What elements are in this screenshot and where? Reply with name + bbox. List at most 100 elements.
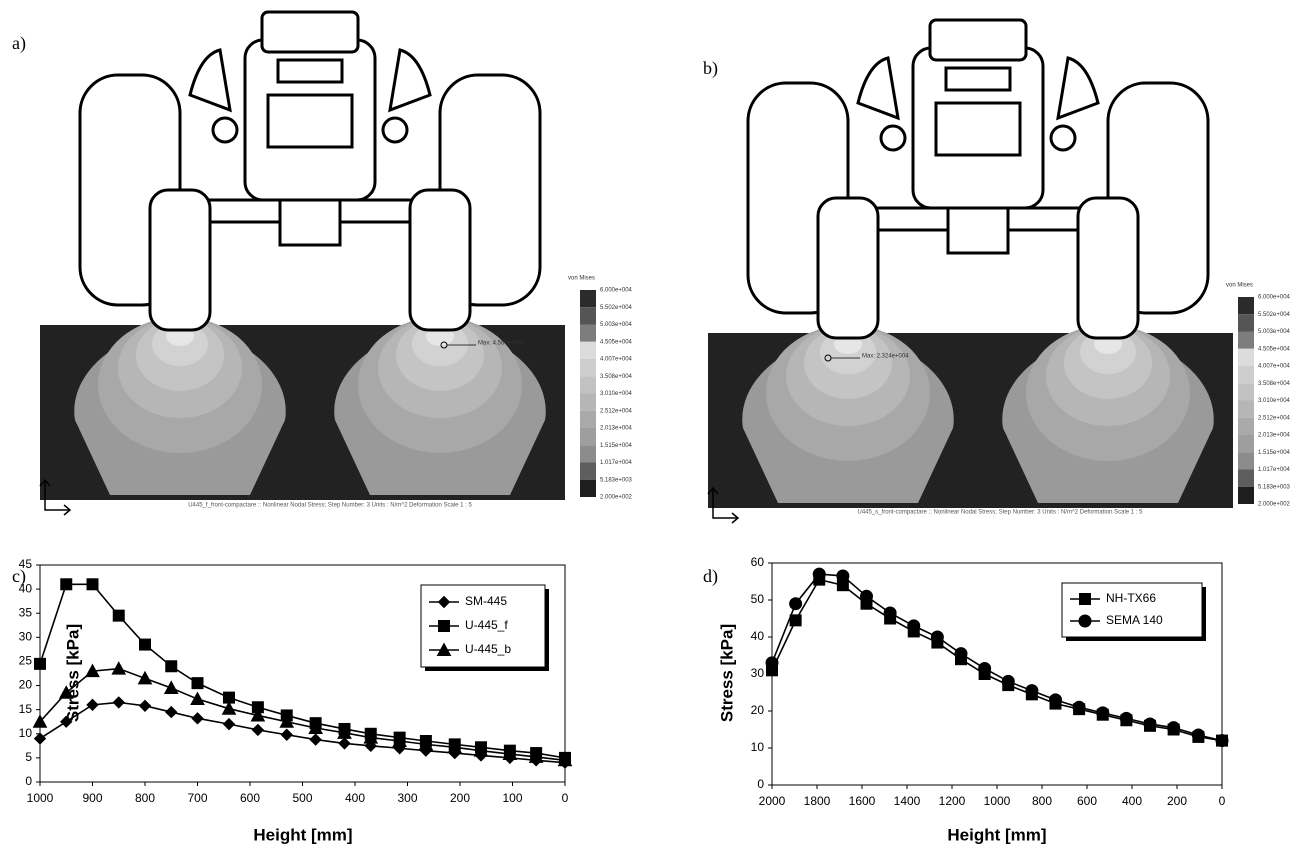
marker	[58, 685, 74, 699]
marker	[139, 638, 151, 651]
panel-label: a)	[12, 33, 26, 54]
marker	[1096, 706, 1110, 720]
marker	[930, 630, 944, 644]
marker	[191, 677, 204, 690]
marker	[86, 698, 99, 712]
marker	[418, 736, 434, 751]
marker	[765, 656, 779, 670]
x-tick-label: 800	[1032, 794, 1052, 808]
colorbar-band	[580, 290, 596, 308]
marker	[60, 578, 73, 591]
x-tick-label: 400	[1122, 794, 1142, 808]
y-tick-label: 20	[19, 678, 33, 692]
marker	[438, 620, 450, 632]
marker	[789, 614, 802, 627]
colorbar-label: 5.502e+004	[600, 305, 633, 311]
colorbar-label: 4.505e+004	[600, 339, 633, 345]
marker	[978, 661, 992, 675]
x-tick-label: 1800	[804, 794, 831, 808]
colorbar-band	[1238, 366, 1254, 384]
marker	[222, 717, 236, 731]
y-tick-label: 40	[19, 581, 33, 595]
y-tick-label: 60	[751, 555, 765, 569]
x-tick-label: 600	[1077, 794, 1097, 808]
colorbar-band	[580, 324, 596, 342]
marker	[308, 720, 323, 734]
marker	[34, 657, 46, 670]
colorbar-band	[580, 428, 596, 446]
y-tick-label: 40	[751, 629, 765, 643]
marker	[528, 749, 544, 763]
colorbar-label: 3.508e+004	[600, 374, 633, 380]
y-tick-label: 25	[19, 654, 33, 668]
marker	[279, 714, 295, 728]
marker	[883, 606, 897, 620]
marker	[191, 712, 204, 725]
x-tick-label: 600	[240, 791, 260, 805]
y-tick-label: 10	[19, 726, 33, 740]
colorbar-band	[1238, 469, 1254, 487]
colorbar-label: 1.017e+004	[600, 460, 633, 466]
marker	[33, 732, 47, 745]
colorbar-band	[1238, 486, 1254, 504]
colorbar-label: 6.000e+004	[600, 288, 633, 294]
colorbar-band	[580, 479, 596, 497]
marker	[1191, 728, 1205, 742]
marker	[190, 691, 205, 706]
marker	[502, 746, 518, 761]
colorbar-label: 3.010e+004	[600, 391, 633, 397]
colorbar-label: 4.007e+004	[1258, 364, 1291, 370]
colorbar-band	[580, 359, 596, 377]
legend-label: SEMA 140	[1106, 613, 1163, 627]
marker	[163, 680, 179, 694]
colorbar-label: 2.013e+004	[1258, 433, 1291, 439]
colorbar-label: 2.013e+004	[600, 426, 633, 432]
legend-box	[1061, 582, 1203, 638]
colorbar-band	[1238, 348, 1254, 366]
colorbar-label: 2.000e+002	[600, 495, 633, 501]
colorbar-band	[1238, 297, 1254, 315]
colorbar-band	[580, 445, 596, 463]
colorbar-label: 5.183e+003	[1258, 484, 1291, 490]
y-tick-label: 0	[25, 774, 32, 788]
x-tick-label: 800	[135, 791, 155, 805]
marker	[437, 595, 451, 609]
marker	[111, 661, 127, 675]
colorbar-band	[1238, 435, 1254, 453]
colorbar-label: 1.017e+004	[1258, 467, 1291, 473]
x-tick-label: 200	[1167, 794, 1187, 808]
colorbar-label: 2.512e+004	[1258, 415, 1291, 421]
marker	[1215, 734, 1229, 748]
legend-label: NH-TX66	[1106, 591, 1156, 605]
colorbar-label: 3.010e+004	[1258, 398, 1291, 404]
x-tick-label: 2000	[759, 794, 786, 808]
colorbar-band	[580, 307, 596, 325]
x-tick-label: 700	[187, 791, 207, 805]
x-tick-label: 1600	[849, 794, 876, 808]
max-label: Max: 4.560e+004	[478, 341, 525, 347]
marker	[1072, 700, 1086, 714]
y-tick-label: 30	[751, 666, 765, 680]
colorbar-label: 2.512e+004	[600, 408, 633, 414]
marker	[137, 670, 153, 685]
y-axis-title: Stress [kPa]	[717, 624, 736, 722]
marker	[338, 737, 351, 750]
x-tick-label: 200	[450, 791, 470, 805]
marker	[812, 567, 826, 581]
x-tick-label: 1200	[939, 794, 966, 808]
max-label: Max: 2.324e+004	[862, 354, 909, 360]
legend-label: U-445_f	[465, 618, 508, 632]
y-tick-label: 50	[751, 592, 765, 606]
colorbar-label: 1.515e+004	[600, 443, 633, 449]
marker	[112, 696, 125, 709]
y-axis-title: Stress [kPa]	[63, 624, 82, 722]
marker	[363, 730, 379, 744]
colorbar-title: von Mises	[568, 276, 595, 282]
legend-label: U-445_b	[465, 642, 511, 656]
marker	[789, 597, 803, 611]
image-caption: U445_s_front-compactare :: Nonlinear Nod…	[858, 510, 1144, 516]
colorbar-band	[580, 462, 596, 480]
marker	[85, 663, 100, 678]
colorbar-label: 5.502e+004	[1258, 312, 1291, 318]
panel-label: b)	[703, 58, 718, 79]
